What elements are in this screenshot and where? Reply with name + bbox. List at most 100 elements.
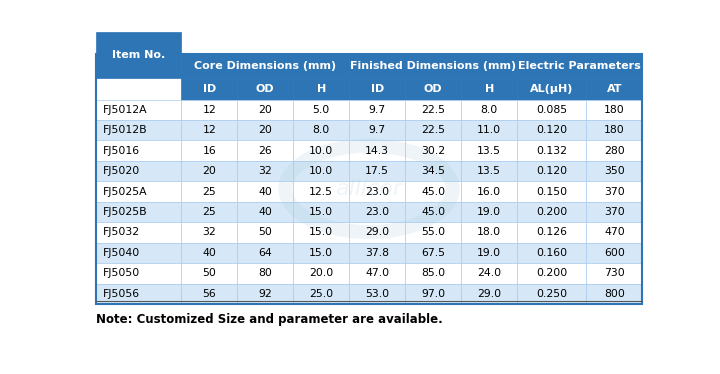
Bar [96, 181, 181, 202]
Text: 40: 40 [258, 207, 272, 217]
Bar [349, 120, 405, 141]
Bar [405, 263, 462, 283]
Text: 9.7: 9.7 [369, 125, 386, 135]
Bar [349, 243, 405, 263]
Text: 10.0: 10.0 [309, 146, 333, 156]
Text: 5.0: 5.0 [312, 105, 330, 115]
Bar [517, 283, 586, 304]
Bar [405, 78, 462, 99]
Bar [293, 78, 349, 99]
Text: FJ5025A: FJ5025A [102, 187, 147, 197]
Bar [181, 181, 237, 202]
Bar [462, 99, 517, 120]
Bar [462, 141, 517, 161]
Text: 29.0: 29.0 [365, 227, 390, 237]
Bar [586, 222, 642, 243]
Text: 55.0: 55.0 [421, 227, 445, 237]
Text: 56: 56 [202, 289, 216, 299]
Text: 32: 32 [202, 227, 216, 237]
Bar [181, 222, 237, 243]
Text: 600: 600 [604, 248, 625, 258]
Text: 97.0: 97.0 [421, 289, 445, 299]
Bar [96, 283, 181, 304]
Bar [517, 53, 642, 78]
Text: 50: 50 [202, 269, 216, 278]
Bar [405, 181, 462, 202]
Text: 45.0: 45.0 [421, 207, 445, 217]
Text: 15.0: 15.0 [309, 227, 333, 237]
Bar [96, 141, 181, 161]
Bar [405, 202, 462, 222]
Bar [293, 243, 349, 263]
Text: 9.7: 9.7 [369, 105, 386, 115]
Bar [586, 283, 642, 304]
Text: 0.120: 0.120 [536, 125, 567, 135]
Text: 180: 180 [604, 105, 625, 115]
Bar [96, 99, 181, 120]
Bar [517, 99, 586, 120]
Text: Electric Parameters: Electric Parameters [518, 61, 642, 71]
Text: Item No.: Item No. [112, 50, 165, 60]
Text: 11.0: 11.0 [477, 125, 501, 135]
Bar [462, 263, 517, 283]
Bar [349, 181, 405, 202]
Text: FJ5032: FJ5032 [102, 227, 140, 237]
Bar [293, 181, 349, 202]
Text: 53.0: 53.0 [365, 289, 390, 299]
Text: 0.150: 0.150 [536, 187, 567, 197]
Bar [405, 222, 462, 243]
Bar [96, 243, 181, 263]
Bar [181, 141, 237, 161]
Text: 45.0: 45.0 [421, 187, 445, 197]
Text: 15.0: 15.0 [309, 248, 333, 258]
Text: 370: 370 [604, 187, 625, 197]
Bar [405, 120, 462, 141]
Bar [349, 161, 405, 181]
Bar [462, 222, 517, 243]
Text: FJ5012B: FJ5012B [102, 125, 147, 135]
Text: 280: 280 [604, 146, 625, 156]
Text: 12: 12 [202, 105, 216, 115]
Text: 24.0: 24.0 [477, 269, 501, 278]
Text: 22.5: 22.5 [421, 105, 445, 115]
Text: Core Dimensions (mm): Core Dimensions (mm) [194, 61, 336, 71]
Bar [586, 120, 642, 141]
Bar [96, 161, 181, 181]
Bar [462, 78, 517, 99]
Text: 20: 20 [202, 166, 216, 176]
Text: 92: 92 [258, 289, 272, 299]
Text: FJ5056: FJ5056 [102, 289, 140, 299]
Bar [96, 53, 642, 304]
Text: 0.126: 0.126 [536, 227, 567, 237]
Bar [181, 263, 237, 283]
Text: 19.0: 19.0 [477, 248, 501, 258]
Bar [517, 161, 586, 181]
Text: 800: 800 [604, 289, 625, 299]
Bar [237, 78, 293, 99]
Bar [181, 120, 237, 141]
Text: 15.0: 15.0 [309, 207, 333, 217]
Bar [96, 222, 181, 243]
Bar [237, 243, 293, 263]
Bar [349, 202, 405, 222]
Text: 23.0: 23.0 [365, 187, 390, 197]
Text: 19.0: 19.0 [477, 207, 501, 217]
Text: OD: OD [256, 84, 274, 94]
Text: AT: AT [607, 84, 622, 94]
Bar [405, 141, 462, 161]
Bar [462, 181, 517, 202]
Bar [181, 53, 349, 78]
Text: ID: ID [371, 84, 384, 94]
Text: FJ5040: FJ5040 [102, 248, 140, 258]
Text: Note: Customized Size and parameter are available.: Note: Customized Size and parameter are … [96, 313, 442, 327]
Text: 12.5: 12.5 [309, 187, 333, 197]
Text: 37.8: 37.8 [365, 248, 390, 258]
Bar [293, 283, 349, 304]
Text: 0.160: 0.160 [536, 248, 567, 258]
Text: FJ5012A: FJ5012A [102, 105, 147, 115]
Bar [586, 202, 642, 222]
Bar [293, 120, 349, 141]
Bar [237, 99, 293, 120]
Bar [293, 222, 349, 243]
Text: FJ5025B: FJ5025B [102, 207, 147, 217]
